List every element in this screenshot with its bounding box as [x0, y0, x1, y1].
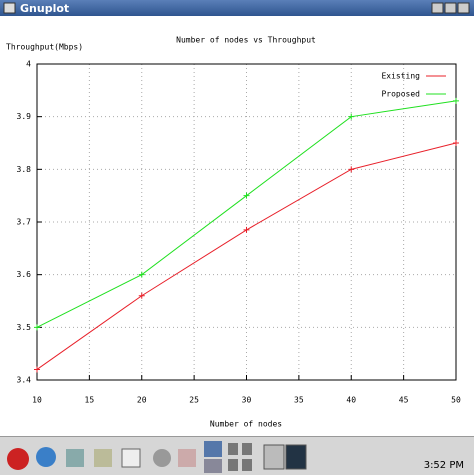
y-tick-label: 3.4 — [17, 376, 32, 385]
y-tick-label: 4 — [26, 60, 31, 69]
y-tick-label: 3.8 — [17, 165, 32, 174]
x-tick-label: 45 — [399, 396, 409, 405]
point-marker — [348, 113, 355, 120]
point-marker — [348, 166, 355, 173]
x-tick-label: 50 — [451, 396, 461, 405]
x-tick-label: 20 — [137, 396, 147, 405]
y-tick-label: 3.9 — [17, 112, 32, 121]
legend-label: Existing — [381, 72, 420, 81]
gnuplot-window: Gnuplot Number of nodes vs Throughput Th… — [0, 0, 474, 436]
y-tick-label: 3.6 — [17, 270, 32, 279]
x-tick-label: 30 — [242, 396, 252, 405]
plot-frame — [36, 63, 457, 381]
x-tick-label: 25 — [189, 396, 199, 405]
x-axis-label: Number of nodes — [210, 420, 282, 429]
point-marker — [138, 271, 145, 278]
legend-label: Proposed — [381, 90, 420, 99]
chart-title: Number of nodes vs Throughput — [176, 36, 316, 45]
y-axis-label: Throughput(Mbps) — [6, 43, 83, 52]
series-line — [36, 100, 457, 328]
point-marker — [138, 292, 145, 299]
clock: 3:52 PM — [423, 460, 464, 471]
window-icon — [3, 2, 16, 14]
y-tick-label: 3.5 — [17, 323, 32, 332]
window-buttons[interactable] — [431, 2, 471, 14]
chart: Number of nodes vs Throughput Throughput… — [6, 36, 461, 429]
x-tick-label: 15 — [85, 396, 95, 405]
taskbar-icons[interactable] — [2, 437, 332, 475]
x-tick-label: 35 — [294, 396, 304, 405]
x-tick-label: 40 — [346, 396, 356, 405]
point-marker — [453, 140, 459, 146]
point-marker — [243, 226, 250, 233]
taskbar: 3:52 PM — [0, 436, 474, 475]
point-marker — [453, 97, 459, 104]
title-bar[interactable]: Gnuplot — [0, 0, 474, 16]
point-marker — [34, 366, 40, 373]
point-marker — [34, 324, 40, 331]
window-title: Gnuplot — [20, 2, 70, 15]
y-tick-label: 3.7 — [17, 218, 32, 227]
x-tick-label: 10 — [32, 396, 42, 405]
point-marker — [243, 192, 250, 199]
